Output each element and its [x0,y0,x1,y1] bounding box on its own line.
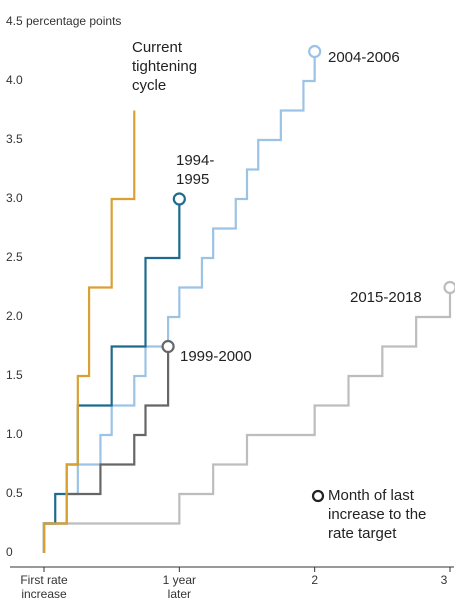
end-marker [161,339,175,354]
step-line [42,110,136,553]
y-tick-label: 2.5 [6,250,23,264]
y-tick-label: 1.0 [6,427,23,441]
series-label: 2004-2006 [328,49,400,66]
legend-note: Month of last increase to the rate targe… [328,487,427,542]
y-tick-label: 4.5 [6,14,23,28]
end-marker [443,280,455,295]
end-marker [172,192,186,206]
series-label: Current tightening cycle [132,39,198,94]
x-tick-label: 2 [311,573,318,587]
series-label: 1999-2000 [180,348,252,365]
y-tick-label: 0.5 [6,486,23,500]
y-tick-label: 3.5 [6,132,23,146]
end-marker [308,44,322,59]
y-tick-label: 2.0 [6,309,23,323]
y-tick-label: 4.0 [6,73,23,87]
y-tick-label: 0 [6,545,13,559]
legend-marker [311,489,325,503]
y-axis-label: percentage points [26,14,121,28]
y-tick-label: 3.0 [6,191,23,205]
x-tick-label: First rate increase [20,573,68,601]
step-line [42,51,316,553]
series-label: 2015-2018 [350,289,422,306]
step-line [42,346,170,553]
step-line [42,287,452,553]
series-label: 1994-1995 [176,152,215,188]
x-tick-label: 3 [440,573,448,587]
x-tick-label: 1 year later [162,573,196,601]
y-tick-label: 1.5 [6,368,23,382]
